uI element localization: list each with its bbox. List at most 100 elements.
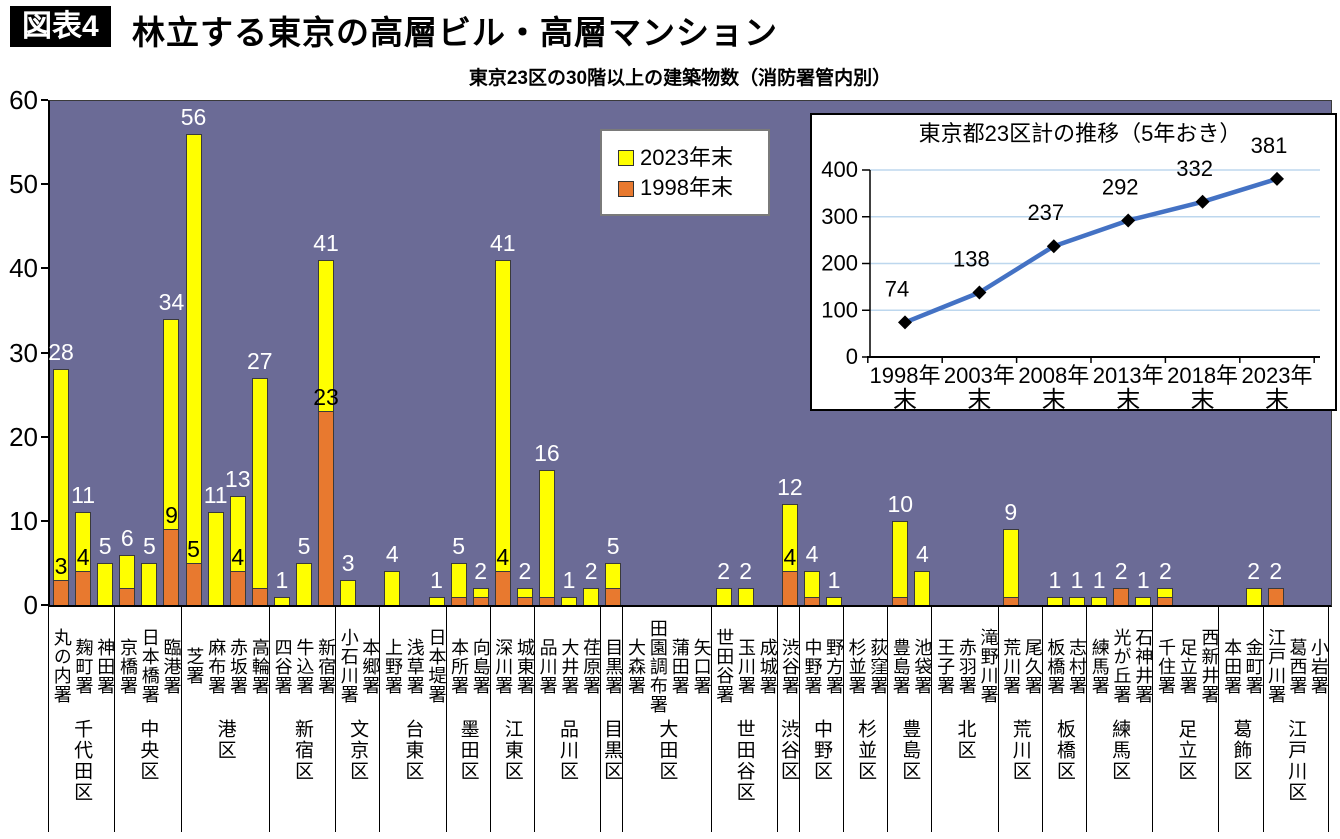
svg-text:292: 292 <box>1102 174 1139 199</box>
bar-value-2023: 5 <box>98 532 112 559</box>
ward-group: 板橋署 志村署 板橋区 <box>1041 607 1087 832</box>
bar-1998 <box>163 529 180 605</box>
ward-label: 足立区 <box>1175 719 1197 782</box>
ward-group: 江戸川署 葛西署 小岩署 江戸川区 <box>1262 607 1329 832</box>
bar-value-2023: 1 <box>1070 566 1084 593</box>
station-label: 向島署 <box>470 637 491 695</box>
station-row: 品川署 大井署 荏原署 <box>535 607 602 719</box>
station-label: 石神井署 <box>1133 628 1154 704</box>
ward-row: 板橋区 <box>1043 719 1086 832</box>
bar-2023 <box>251 377 268 605</box>
bar-value-2023: 28 <box>48 339 74 366</box>
bar-2023 <box>141 562 158 605</box>
y-axis-tick <box>41 519 48 522</box>
bar-value-2023: 41 <box>489 229 516 256</box>
bar-1998 <box>1113 588 1130 605</box>
ward-label: 豊島区 <box>899 719 921 782</box>
station-row: 豊島署 池袋署 <box>888 607 933 719</box>
bar-2023 <box>737 588 754 605</box>
bar-value-2023: 27 <box>247 347 273 374</box>
ward-row: 江戸川区 <box>1264 719 1328 832</box>
station-label: 荻窪署 <box>868 637 889 695</box>
station-label: 京橋署 <box>118 637 138 695</box>
ward-label: 葛飾区 <box>1230 719 1252 782</box>
station-label: 豊島署 <box>890 637 911 695</box>
station-row: 大森署 田園調布署 蒲田署 矢口署 <box>623 607 712 719</box>
bar-value-2023: 5 <box>606 532 620 559</box>
ward-group: 千住署 足立署 西新井署 足立区 <box>1152 607 1219 832</box>
bar-value-2023: 1 <box>562 566 576 593</box>
station-label: 江戸川署 <box>1266 628 1287 704</box>
station-row: 四谷署 牛込署 新宿署 <box>270 607 337 719</box>
svg-text:末: 末 <box>1042 387 1066 409</box>
bar-value-2023: 34 <box>158 288 185 315</box>
bar-1998 <box>781 571 798 605</box>
bar-value-2023: 2 <box>739 558 753 585</box>
bar-2023 <box>561 596 578 605</box>
station-label: 本田署 <box>1222 637 1243 695</box>
svg-text:200: 200 <box>821 251 858 276</box>
station-row: 渋谷署 <box>778 607 800 719</box>
station-row: 小石川署 本郷署 <box>336 607 381 719</box>
bar-2023 <box>384 571 401 605</box>
svg-text:381: 381 <box>1251 133 1288 158</box>
bar-1998 <box>1002 596 1019 605</box>
ward-group: 芝署 麻布署 赤坂署 高輪署 港区 <box>180 607 270 832</box>
station-label: 赤坂署 <box>228 637 249 695</box>
bar-1998 <box>185 562 202 605</box>
svg-text:2008年: 2008年 <box>1018 363 1089 388</box>
bar-1998 <box>516 596 533 605</box>
station-label: 小岩署 <box>1308 637 1329 695</box>
bar-value-2023: 1 <box>275 566 289 593</box>
station-label: 神田署 <box>95 637 116 695</box>
bar-value-2023: 5 <box>297 532 311 559</box>
ward-label: 板橋区 <box>1053 719 1075 782</box>
ward-row: 練馬区 <box>1087 719 1152 832</box>
station-row: 荒川署 尾久署 <box>999 607 1043 719</box>
ward-label: 中野区 <box>810 719 832 782</box>
station-row: 目黒署 <box>601 607 623 719</box>
legend-label: 1998年末 <box>640 175 733 201</box>
svg-text:332: 332 <box>1176 156 1213 181</box>
figure-number-badge: 図表4 <box>10 6 111 47</box>
y-axis-label: 60 <box>9 85 38 115</box>
ward-row: 台東区 <box>380 719 445 832</box>
ward-label: 新宿区 <box>291 719 313 782</box>
y-axis-tick <box>41 604 48 606</box>
ward-row: 目黒区 <box>601 719 622 832</box>
station-label: 丸の内署 <box>51 628 72 704</box>
y-axis-tick <box>41 267 48 270</box>
bar-value-1998: 5 <box>187 535 200 562</box>
station-row: 練馬署 光が丘署 石神井署 <box>1087 607 1154 719</box>
station-row: 芝署 麻布署 赤坂署 高輪署 <box>182 607 270 719</box>
ward-label: 北区 <box>954 719 976 761</box>
ward-label: 中央区 <box>137 719 159 782</box>
ward-group: 品川署 大井署 荏原署 品川区 <box>533 607 602 832</box>
station-row: 江戸川署 葛西署 小岩署 <box>1264 607 1329 719</box>
svg-text:400: 400 <box>821 157 858 182</box>
bar-2023 <box>450 562 467 605</box>
ward-label: 練馬区 <box>1109 719 1131 782</box>
bar-2023 <box>1069 596 1085 605</box>
station-label: 大森署 <box>626 637 647 695</box>
bar-value-2023: 6 <box>120 524 134 551</box>
bar-value-1998: 4 <box>783 544 797 571</box>
bar-1998 <box>318 411 335 605</box>
station-row: 京橋署 日本橋署 臨港署 <box>115 607 182 719</box>
bar-chart-plot-area: 2023年末 1998年末 0 100 200 300 400 74 138 237 292 332… <box>48 100 1337 607</box>
ward-group: 目黒署 目黒区 <box>600 607 623 832</box>
ward-label: 文京区 <box>347 719 369 782</box>
station-label: 日本橋署 <box>139 628 160 704</box>
ward-group: 京橋署 日本橋署 臨港署 中央区 <box>114 607 182 832</box>
bar-value-1998: 23 <box>313 384 339 411</box>
station-label: 矢口署 <box>691 637 712 695</box>
bar-value-2023: 1 <box>1092 566 1106 593</box>
station-label: 荒川署 <box>1001 637 1022 695</box>
bar-value-1998: 3 <box>54 552 68 579</box>
station-label: 本郷署 <box>360 637 381 695</box>
bar-2023 <box>826 596 843 605</box>
bar-2023 <box>583 588 600 605</box>
station-row: 本所署 向島署 <box>447 607 491 719</box>
station-label: 高輪署 <box>249 637 270 695</box>
